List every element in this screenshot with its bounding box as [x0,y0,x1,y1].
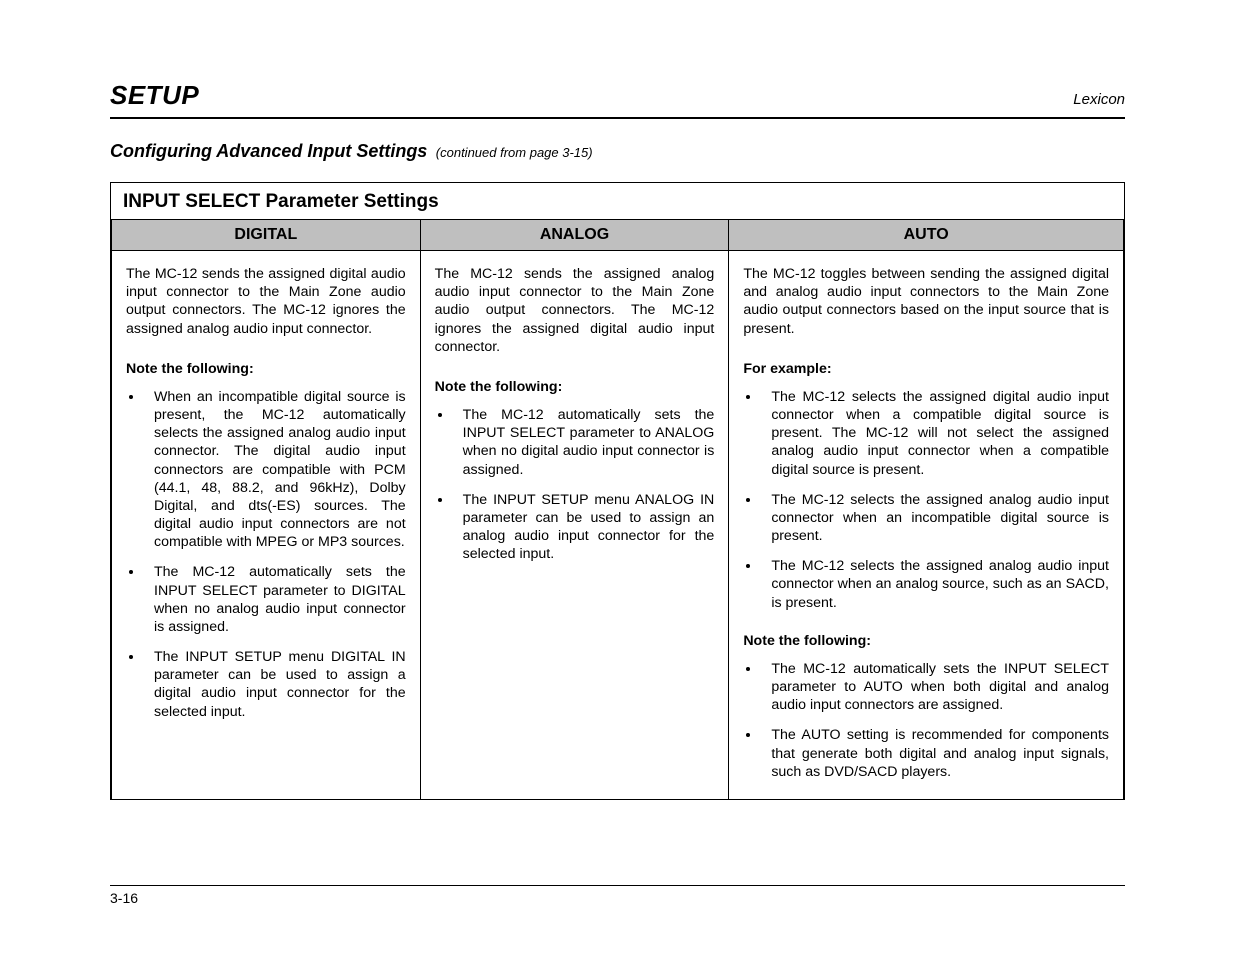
page-number: 3-16 [110,890,138,906]
box-title: INPUT SELECT Parameter Settings [111,183,1124,219]
spacer [743,612,1109,632]
cell-auto: The MC-12 toggles between sending the as… [729,251,1124,799]
auto-note-list: The MC-12 automatically sets the INPUT S… [743,660,1109,781]
analog-intro: The MC-12 sends the assigned analog audi… [435,265,715,356]
page-footer: 3-16 [110,885,1125,906]
table-header-row: DIGITAL ANALOG AUTO [112,220,1124,251]
list-item: The MC-12 automatically sets the INPUT S… [144,563,406,636]
table-row: The MC-12 sends the assigned digital aud… [112,251,1124,799]
subheading: Configuring Advanced Input Settings (con… [110,141,1125,162]
subheading-continued: (continued from page 3-15) [436,145,593,160]
col-header-auto: AUTO [729,220,1124,251]
analog-bullet-list: The MC-12 automatically sets the INPUT S… [435,406,715,563]
list-item: The MC-12 automatically sets the INPUT S… [453,406,715,479]
page-container: SETUP Lexicon Configuring Advanced Input… [0,0,1235,800]
section-title: SETUP [110,80,199,111]
list-item: The MC-12 selects the assigned analog au… [761,491,1109,546]
list-item: When an incompatible digital source is p… [144,388,406,552]
subheading-main: Configuring Advanced Input Settings [110,141,427,161]
col-header-analog: ANALOG [420,220,729,251]
analog-note-heading: Note the following: [435,378,715,396]
page-header: SETUP Lexicon [110,80,1125,119]
list-item: The AUTO setting is recommended for comp… [761,726,1109,781]
auto-example-heading: For example: [743,360,1109,378]
parameter-box: INPUT SELECT Parameter Settings DIGITAL … [110,182,1125,800]
col-header-digital: DIGITAL [112,220,421,251]
brand-label: Lexicon [1073,91,1125,108]
digital-bullet-list: When an incompatible digital source is p… [126,388,406,721]
list-item: The MC-12 selects the assigned digital a… [761,388,1109,479]
auto-example-list: The MC-12 selects the assigned digital a… [743,388,1109,612]
parameter-table: DIGITAL ANALOG AUTO The MC-12 sends the … [111,219,1124,799]
cell-digital: The MC-12 sends the assigned digital aud… [112,251,421,799]
list-item: The INPUT SETUP menu DIGITAL IN paramete… [144,648,406,721]
auto-note-heading: Note the following: [743,632,1109,650]
digital-intro: The MC-12 sends the assigned digital aud… [126,265,406,338]
digital-note-heading: Note the following: [126,360,406,378]
auto-intro: The MC-12 toggles between sending the as… [743,265,1109,338]
list-item: The MC-12 selects the assigned analog au… [761,557,1109,612]
list-item: The MC-12 automatically sets the INPUT S… [761,660,1109,715]
cell-analog: The MC-12 sends the assigned analog audi… [420,251,729,799]
list-item: The INPUT SETUP menu ANALOG IN parameter… [453,491,715,564]
